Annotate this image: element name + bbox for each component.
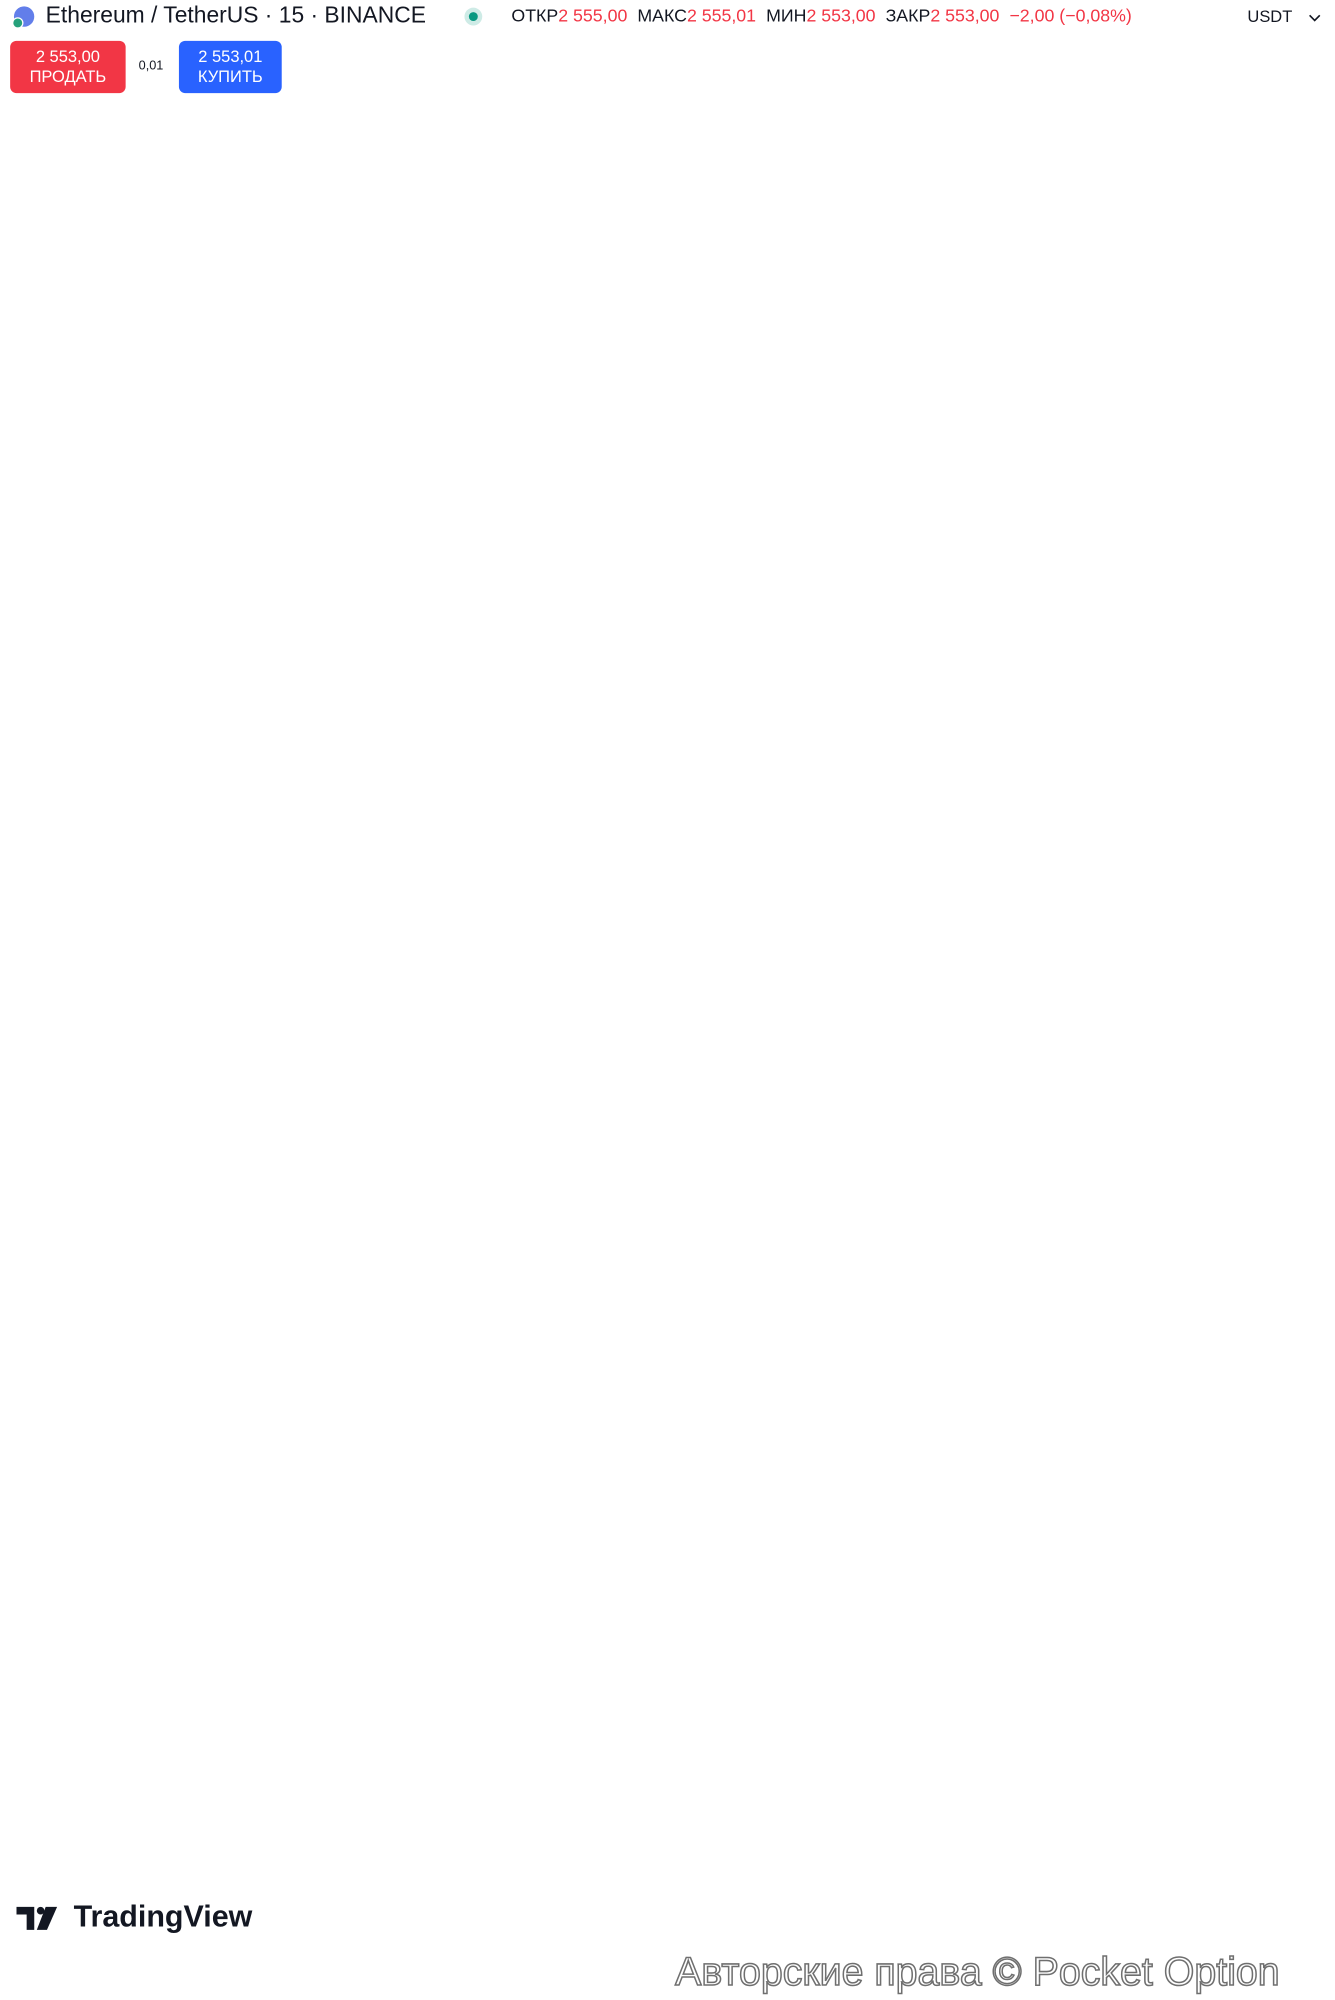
ohlc-label: ЗАКР [886,5,931,25]
logo-text: TradingView [74,1899,253,1933]
buy-button[interactable] [178,40,282,94]
sell-price: 2 553,00 [36,47,100,66]
currency-selector[interactable]: USDT [1247,7,1292,26]
tradingview-logo[interactable]: TradingView [16,1899,253,1933]
ohlc-label: МИН [766,5,806,25]
ohlc-label: ОТКР [511,5,558,25]
ohlc-label: МАКС [637,5,687,25]
logo-mark [16,1906,35,1930]
logo-mark [36,1906,45,1915]
ohlc-value: 2 555,00 [558,5,627,25]
sell-label: ПРОДАТЬ [30,67,107,86]
ohlc-value: 2 555,01 [687,5,756,25]
ohlc-change: −2,00 (−0,08%) [1009,5,1131,25]
spread: 0,01 [139,58,164,73]
status-dot [468,12,478,22]
header-bg [0,0,1219,36]
watermark: Авторские права © Pocket Option [675,1950,1280,1994]
sell-button[interactable] [10,40,126,94]
symbol-title[interactable]: Ethereum / TetherUS · 15 · BINANCE [46,2,426,28]
ohlc-value: 2 553,00 [930,5,999,25]
currency-chevron [1309,14,1321,22]
logo-mark [36,1906,58,1930]
symbol-icon-sub [12,17,24,29]
buy-price: 2 553,01 [198,47,262,66]
ohlc-line: ОТКР2 555,00 МАКС2 555,01 МИН2 553,00 ЗА… [511,5,1131,25]
buy-label: КУПИТЬ [198,67,263,86]
ohlc-value: 2 553,00 [806,5,875,25]
